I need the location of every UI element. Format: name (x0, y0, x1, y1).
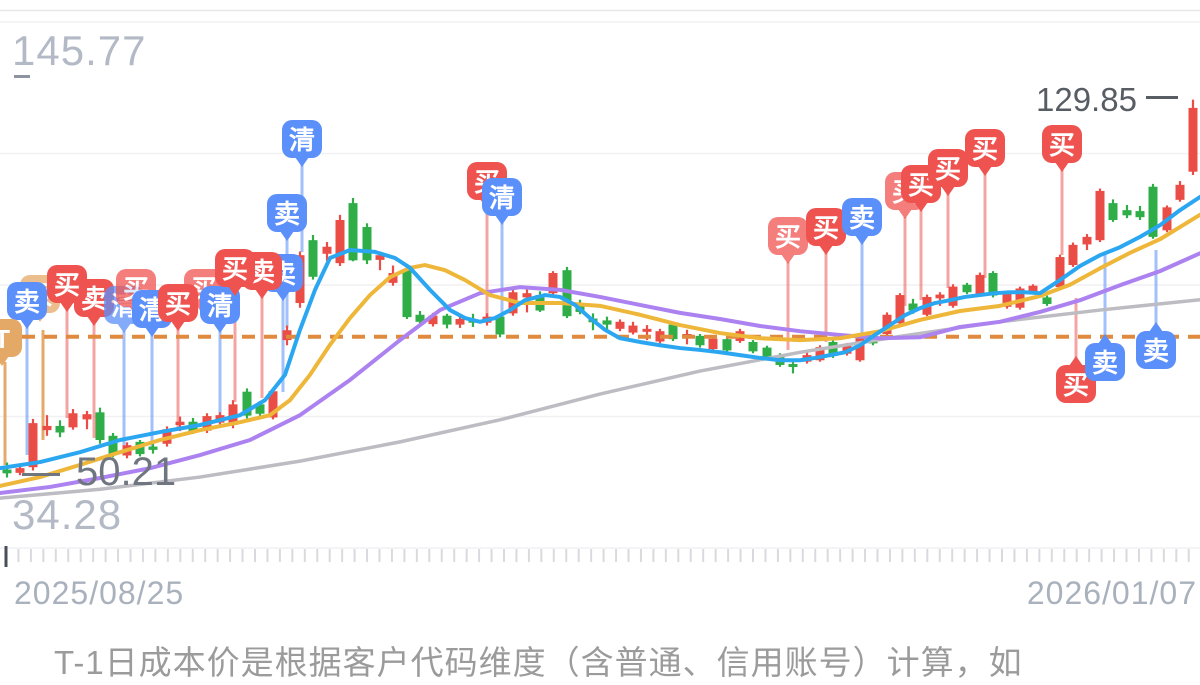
trade-marker-badge[interactable]: 清 (200, 286, 240, 333)
candle (415, 311, 425, 325)
svg-text:卖: 卖 (849, 203, 875, 233)
range-high-label: 145.77 (12, 27, 147, 74)
range-high-tick (14, 75, 30, 78)
trade-marker-badge[interactable]: 卖 (842, 198, 882, 245)
ma-mid-yellow (0, 212, 1200, 488)
candle (615, 319, 625, 332)
candle (855, 336, 865, 362)
marker-lines (3, 165, 1158, 465)
x-axis-ticks (4, 546, 1190, 567)
trade-marker-badge[interactable]: 清 (482, 178, 522, 225)
ma-long-gray (0, 298, 1200, 500)
start-price-label: 50.21 (76, 450, 177, 494)
candle (722, 337, 732, 353)
trade-marker-badge[interactable]: 买 (47, 265, 87, 312)
trade-marker-badge[interactable]: 买 (1042, 125, 1082, 172)
svg-text:买: 买 (1063, 370, 1089, 400)
svg-text:清: 清 (489, 183, 515, 213)
candle (402, 266, 412, 319)
trade-marker-badge[interactable]: 买 (768, 217, 808, 264)
trade-marker-badge[interactable]: 买 (158, 284, 198, 331)
candle (628, 321, 638, 335)
candle (242, 388, 252, 419)
svg-text:买: 买 (1049, 130, 1075, 160)
candle (68, 409, 78, 430)
trade-marker-badge[interactable]: 买 (965, 129, 1005, 176)
candle (1122, 204, 1132, 219)
candle (1108, 199, 1118, 222)
candle (442, 313, 452, 329)
candle (1175, 181, 1185, 202)
last-price-dash (1146, 96, 1178, 99)
candle (322, 242, 332, 261)
candle (748, 340, 758, 354)
svg-text:清: 清 (289, 125, 315, 155)
svg-text:T: T (0, 324, 10, 354)
svg-text:买: 买 (813, 213, 839, 243)
disclaimer-text: T-1日成本价是根据客户代码维度（含普通、信用账号）计算，如 (54, 644, 1023, 681)
trade-marker-badge[interactable]: 卖 (1085, 334, 1125, 381)
svg-text:买: 买 (54, 270, 80, 300)
ma-slow-purple (0, 251, 1200, 496)
candle (455, 316, 465, 328)
candle (548, 271, 558, 296)
svg-text:卖: 卖 (274, 199, 300, 229)
candle (708, 336, 718, 351)
trade-marker-badge[interactable]: 卖 (7, 282, 47, 329)
range-low-label: 34.28 (12, 491, 123, 538)
trade-marker-badge[interactable]: 买 (928, 149, 968, 196)
svg-text:买: 买 (972, 134, 998, 164)
candle (495, 314, 505, 338)
svg-text:卖: 卖 (1092, 348, 1118, 378)
trade-marker-badge[interactable]: 买 (215, 249, 255, 296)
candle (42, 415, 52, 436)
candle (1082, 234, 1092, 251)
svg-text:卖: 卖 (1143, 336, 1169, 366)
trade-marker-badge[interactable]: T (0, 319, 22, 366)
candle (975, 272, 985, 296)
candle (1135, 205, 1145, 221)
svg-text:买: 买 (935, 154, 961, 184)
candle (1042, 295, 1052, 306)
trade-markers: 买卖卖买清买清买买清卖卖买卖清买清买买卖买买买买买T买卖卖 (0, 120, 1176, 403)
candle (695, 333, 705, 348)
candle (1188, 99, 1198, 175)
candle (148, 443, 158, 454)
candle (1095, 188, 1105, 243)
trade-marker-badge[interactable]: 卖 (1136, 322, 1176, 369)
candle (95, 407, 105, 444)
svg-text:买: 买 (222, 254, 248, 284)
candle (882, 312, 892, 336)
last-price-label: 129.85 (1036, 81, 1137, 118)
x-axis-label-end: 2026/01/07 (1026, 575, 1197, 611)
x-axis-label-start: 2025/08/25 (14, 575, 185, 611)
svg-text:买: 买 (165, 289, 191, 319)
candle (948, 284, 958, 308)
svg-text:买: 买 (775, 222, 801, 252)
ma-fast-blue (0, 195, 1200, 471)
candle (962, 282, 972, 295)
trade-marker-badge[interactable]: 买 (806, 208, 846, 255)
trade-marker-badge[interactable]: 清 (282, 120, 322, 167)
svg-text:卖: 卖 (14, 287, 40, 317)
candle (1055, 254, 1065, 289)
start-price-dash (22, 473, 60, 476)
svg-text:清: 清 (207, 291, 233, 321)
candle (362, 223, 372, 265)
candle (1068, 242, 1078, 267)
candle (762, 345, 772, 359)
candle (82, 410, 92, 430)
candle (308, 235, 318, 280)
candle (55, 420, 65, 438)
trade-marker-badge[interactable]: 卖 (267, 194, 307, 241)
candle (335, 214, 345, 266)
candle (2, 462, 12, 478)
